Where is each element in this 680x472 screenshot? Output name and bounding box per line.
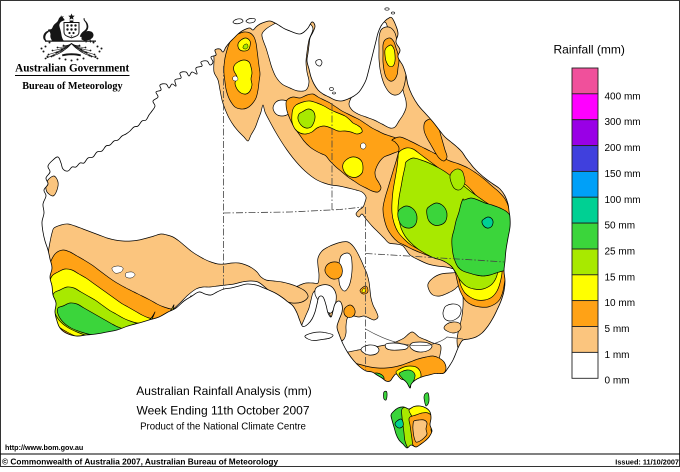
svg-text:150 mm: 150 mm xyxy=(605,169,641,180)
svg-text:5 mm: 5 mm xyxy=(605,324,630,335)
svg-text:http://www.bom.gov.au: http://www.bom.gov.au xyxy=(5,443,83,452)
svg-text:100 mm: 100 mm xyxy=(605,195,641,206)
svg-text:10 mm: 10 mm xyxy=(605,298,636,309)
svg-text:300 mm: 300 mm xyxy=(605,117,641,128)
svg-text:Bureau of Meteorology: Bureau of Meteorology xyxy=(22,81,122,92)
svg-text:1 mm: 1 mm xyxy=(605,350,630,361)
svg-text:Australian Government: Australian Government xyxy=(15,63,129,75)
svg-text:Issued: 11/10/2007: Issued: 11/10/2007 xyxy=(615,458,679,467)
svg-text:400 mm: 400 mm xyxy=(605,91,641,102)
svg-text:© Commonwealth of Australia 20: © Commonwealth of Australia 2007, Austra… xyxy=(2,457,279,467)
svg-text:Product of the National Climat: Product of the National Climate Centre xyxy=(140,422,306,433)
svg-text:25 mm: 25 mm xyxy=(605,247,636,258)
svg-text:15 mm: 15 mm xyxy=(605,272,636,283)
svg-text:Rainfall (mm): Rainfall (mm) xyxy=(554,43,625,57)
svg-text:Week Ending 11th October 2007: Week Ending 11th October 2007 xyxy=(136,404,309,418)
svg-text:50 mm: 50 mm xyxy=(605,221,636,232)
svg-text:0 mm: 0 mm xyxy=(605,376,630,387)
svg-text:Australian Rainfall Analysis (: Australian Rainfall Analysis (mm) xyxy=(136,384,311,398)
svg-text:200 mm: 200 mm xyxy=(605,143,641,154)
